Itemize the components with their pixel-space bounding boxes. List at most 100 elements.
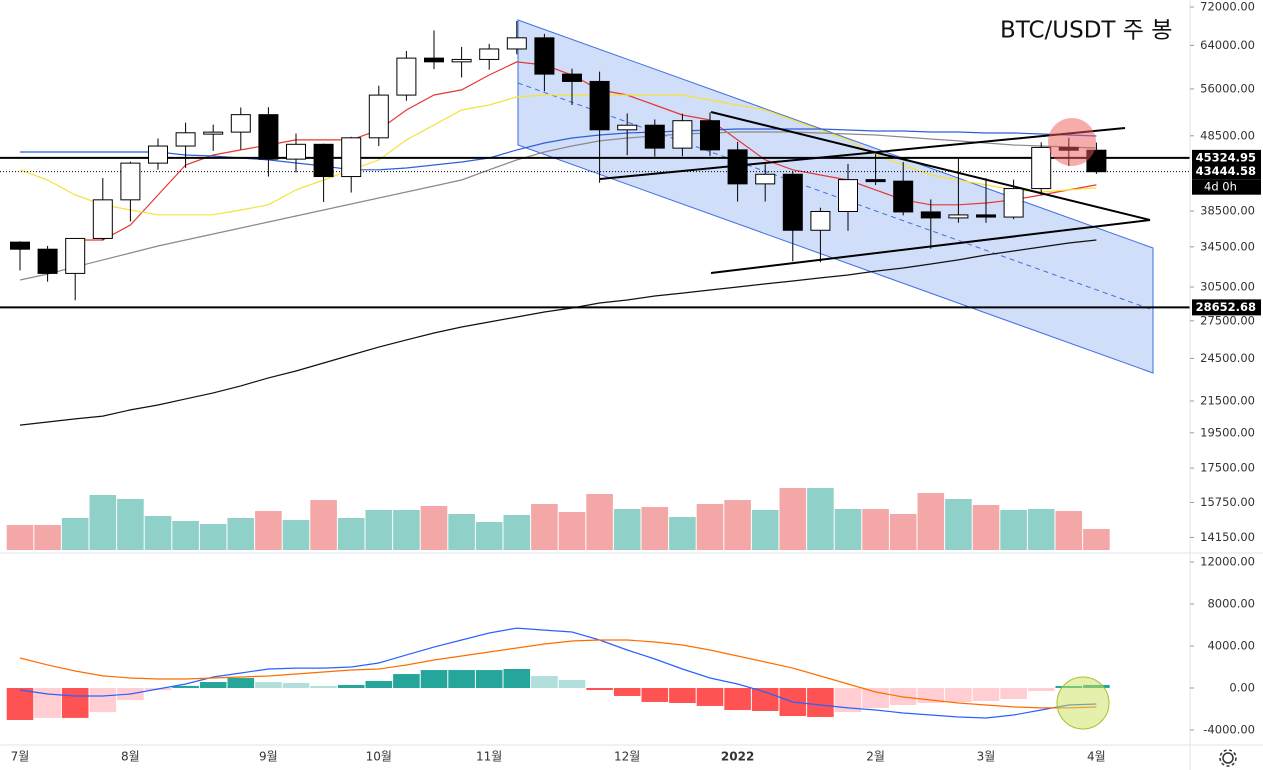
volume-bar [807,488,834,550]
histogram-bar [393,674,420,688]
volume-bar [1055,511,1083,550]
y-tick-label: 19500.00 [1200,425,1255,439]
candle-body [865,179,886,183]
candle-body [672,120,693,149]
candle-body [313,143,334,178]
trend-line [710,111,1151,221]
x-tick-label: 2월 [866,750,885,764]
moving-average-line [19,94,1097,216]
candle-body [203,131,224,135]
series-layer [0,20,1190,721]
volume-bar [917,493,945,550]
volume-bar [6,525,34,550]
candle-body [617,124,638,131]
x-tick-label: 9월 [259,750,278,764]
histogram-bar [199,682,227,688]
histogram-bar [310,685,337,688]
volume-bar [282,520,310,550]
volume-bar [199,524,227,550]
countdown-box [1192,179,1261,195]
volume-bar [117,499,144,550]
trend-line [599,127,1126,180]
y-tick-label: 56000.00 [1200,81,1255,95]
histogram-bar [1000,687,1027,700]
y-tick-label: 17500.00 [1200,461,1255,475]
volume-bar [641,507,669,550]
volume-bar [448,514,475,550]
histogram-bar [641,687,669,702]
volume-bar [172,521,199,550]
y-tick-label: 4000.00 [1207,639,1255,653]
x-tick-label: 4월 [1087,750,1106,764]
countdown-label: 4d 0h [1204,180,1237,194]
x-tick-label: 3월 [977,750,996,764]
x-tick-label: 2022 [721,750,754,764]
y-tick-label: 24500.00 [1200,351,1255,365]
candle-body [92,199,113,239]
volume-bar [310,500,337,550]
price-label-box [1192,149,1261,166]
histogram-bar [227,678,255,688]
histogram-bar [696,687,724,706]
volume-bar [558,512,586,550]
y-tick-label: 12000.00 [1200,555,1255,569]
histogram-bar [751,687,779,711]
volume-bar [779,488,807,550]
candle-body [37,248,58,274]
volume-bar [696,504,724,550]
moving-average-line [19,239,1097,426]
volume-bar [862,509,889,550]
volume-bar [945,499,972,550]
chart-title: BTC/USDT 주 봉 [1000,18,1172,44]
volume-bar [61,518,89,550]
candle-body [10,241,30,250]
candle-body [258,114,279,160]
moving-average-line [19,131,1097,281]
candle-body [838,179,858,212]
candle-body [948,214,969,219]
candle-body [782,173,803,231]
candle-body [230,114,251,133]
volume-bar [393,510,420,550]
x-tick-label: 8월 [121,750,140,764]
volume-bar [1027,509,1055,550]
histogram-bar [448,670,475,688]
volume-bar [1083,529,1110,550]
price-label: 43444.58 [1196,164,1256,178]
histogram-bar [282,682,310,688]
candle-body [451,58,472,63]
candle-body [368,94,389,139]
volume-bar [255,511,282,550]
y-tick-label: 64000.00 [1200,38,1255,52]
candle-body [286,143,306,160]
candle-body [479,48,500,60]
price-label: 45324.95 [1196,150,1256,164]
y-tick-label: 27500.00 [1200,313,1255,327]
y-tick-label: 48500.00 [1200,128,1255,142]
candle-body [644,124,665,149]
histogram-bar [503,668,531,688]
volume-bar [972,505,1000,550]
volume-bar [475,522,503,550]
histogram-bar [61,687,89,718]
candle-body [810,210,831,231]
volume-bar [751,510,779,550]
candle-body [1003,188,1024,218]
moving-average-line [75,61,1097,241]
y-tick-label: 14150.00 [1200,530,1255,544]
y-tick-label: 8000.00 [1207,597,1255,611]
highlight-circle [1048,118,1096,166]
volume-bar [834,509,862,550]
histogram-bar [862,687,889,708]
settings-icon[interactable] [1219,749,1237,767]
volume-bar [531,504,558,550]
histogram-bar [172,685,199,688]
volume-bar [144,516,172,550]
histogram-bar [337,684,365,688]
candle-body [120,162,141,201]
candle-body [700,120,720,151]
histogram-bar [972,687,1000,702]
candle-body [562,73,582,82]
candle-body [1031,146,1052,190]
